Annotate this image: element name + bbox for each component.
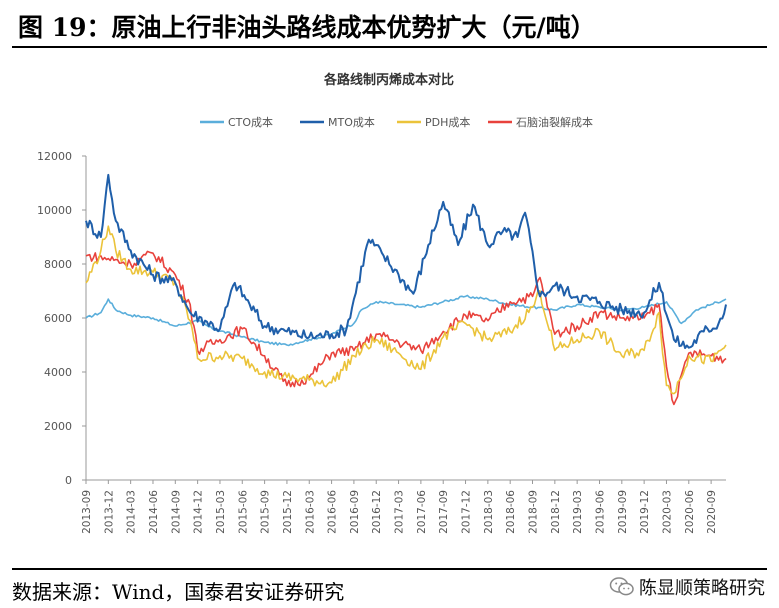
x-tick-label: 2017-09 [438, 490, 450, 534]
data-source: 数据来源：Wind，国泰君安证券研究 [12, 580, 345, 604]
x-tick-label: 2018-03 [483, 490, 495, 534]
legend-item-2: MTO成本 [300, 115, 375, 129]
legend-label: 石脑油裂解成本 [516, 115, 593, 129]
x-axis: 2013-09 2013-12 2014-03 2014-06 2014-09 2014-… [81, 479, 726, 534]
x-tick-label: 2019-12 [639, 490, 651, 534]
legend-label: PDH成本 [425, 115, 470, 129]
series-line-4 [85, 250, 727, 406]
plot-lines [85, 173, 727, 406]
legend-item-4: 石脑油裂解成本 [488, 115, 593, 129]
x-tick-label: 2013-09 [81, 490, 93, 534]
x-tick-label: 2018-06 [505, 490, 517, 534]
y-tick-label: 4000 [44, 366, 72, 379]
top-rule [12, 46, 767, 48]
y-tick-label: 8000 [44, 258, 72, 271]
series-line-2 [85, 173, 727, 350]
x-tick-label: 2015-09 [260, 490, 272, 534]
x-tick-label: 2014-03 [126, 490, 138, 534]
x-tick-label: 2020-06 [684, 490, 696, 534]
chart-legend: CTO成本 MTO成本 PDH成本 石脑油裂解成本 [200, 115, 593, 129]
x-tick-label: 2016-09 [349, 490, 361, 534]
x-tick-label: 2014-09 [170, 490, 182, 534]
x-tick-label: 2019-06 [594, 490, 606, 534]
legend-item-3: PDH成本 [397, 115, 470, 129]
x-tick-label: 2017-12 [461, 490, 473, 534]
x-tick-label: 2018-12 [550, 490, 562, 534]
chart-title: 各路线制丙烯成本对比 [323, 72, 454, 88]
x-tick-label: 2017-06 [416, 490, 428, 534]
y-tick-label: 0 [65, 474, 72, 487]
x-tick-label: 2015-12 [282, 490, 294, 534]
x-tick-label: 2014-12 [193, 490, 205, 534]
brand-name: 陈显顺策略研究 [639, 578, 765, 599]
y-tick-label: 6000 [44, 312, 72, 325]
x-tick-label: 2019-09 [617, 490, 629, 534]
x-tick-label: 2013-12 [103, 490, 115, 534]
legend-label: CTO成本 [228, 115, 273, 129]
y-tick-label: 12000 [37, 150, 72, 163]
x-tick-label: 2014-06 [148, 490, 160, 534]
x-tick-label: 2018-09 [528, 490, 540, 534]
x-tick-label: 2017-03 [394, 490, 406, 534]
y-tick-label: 2000 [44, 420, 72, 433]
x-tick-label: 2015-03 [215, 490, 227, 534]
x-tick-label: 2016-03 [304, 490, 316, 534]
y-axis: 0 2000 4000 6000 8000 10000 12000 [37, 150, 87, 487]
x-tick-label: 2016-12 [371, 490, 383, 534]
figure-title: 图 19：原油上行非油头路线成本优势扩大（元/吨） [18, 13, 596, 42]
x-tick-label: 2016-06 [327, 490, 339, 534]
legend-label: MTO成本 [328, 115, 375, 129]
bottom-rule [12, 568, 767, 570]
x-tick-label: 2015-06 [237, 490, 249, 534]
series-line-3 [85, 225, 727, 395]
legend-item-1: CTO成本 [200, 115, 273, 129]
y-tick-label: 10000 [37, 204, 72, 217]
wechat-icon [609, 577, 634, 596]
brand-badge: 陈显顺策略研究 [609, 574, 765, 600]
x-tick-label: 2019-03 [572, 490, 584, 534]
chart-svg: 各路线制丙烯成本对比 CTO成本 MTO成本 PDH成本 石脑油裂解成本 0 2000 4… [37, 72, 727, 534]
x-tick-label: 2020-03 [661, 490, 673, 534]
chart-area: 各路线制丙烯成本对比 CTO成本 MTO成本 PDH成本 石脑油裂解成本 0 2000 4… [0, 52, 779, 564]
x-tick-label: 2020-09 [706, 490, 718, 534]
figure-header: 图 19：原油上行非油头路线成本优势扩大（元/吨） [0, 0, 779, 48]
